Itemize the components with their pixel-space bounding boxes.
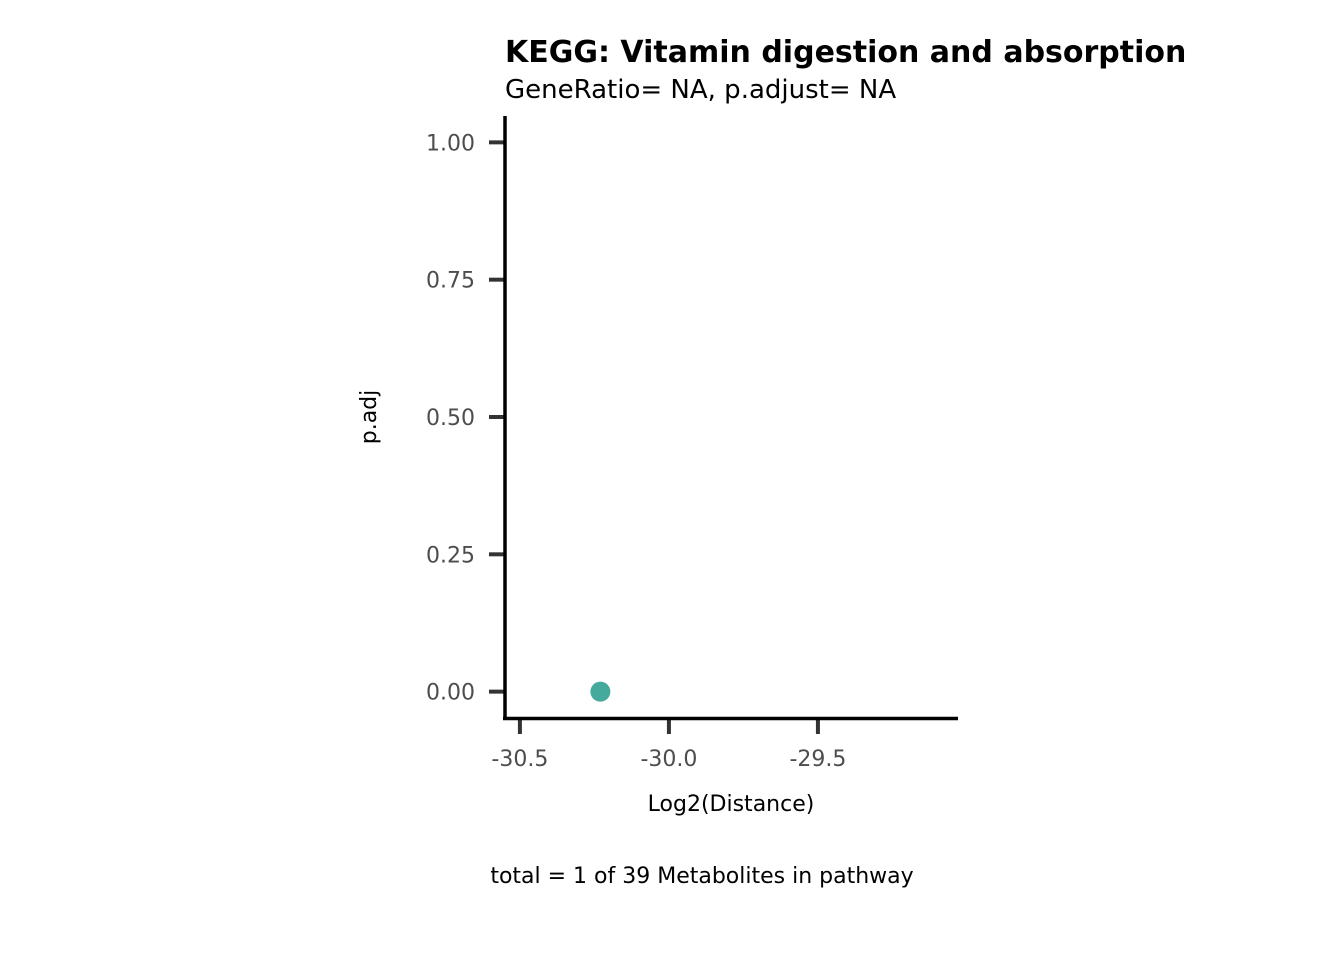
x-tick-label: -30.0 [640,747,697,772]
y-tick-label: 0.00 [426,681,475,706]
y-tick-label: 1.00 [426,131,475,156]
chart-subtitle: GeneRatio= NA, p.adjust= NA [505,75,896,105]
x-axis-ticks: -30.5 -30.0 -29.5 [491,718,846,772]
chart-caption: total = 1 of 39 Metabolites in pathway [490,864,913,889]
y-axis-ticks: 0.00 0.25 0.50 0.75 1.00 [426,131,505,706]
y-axis-title: p.adj [357,390,382,445]
chart-title: KEGG: Vitamin digestion and absorption [505,35,1186,70]
data-points [590,681,611,702]
x-tick-label: -29.5 [789,747,846,772]
y-tick-label: 0.50 [426,406,475,431]
y-tick-label: 0.25 [426,543,475,568]
x-axis-title: Log2(Distance) [648,792,815,817]
data-point [590,681,611,702]
y-tick-label: 0.75 [426,269,475,294]
x-tick-label: -30.5 [491,747,548,772]
